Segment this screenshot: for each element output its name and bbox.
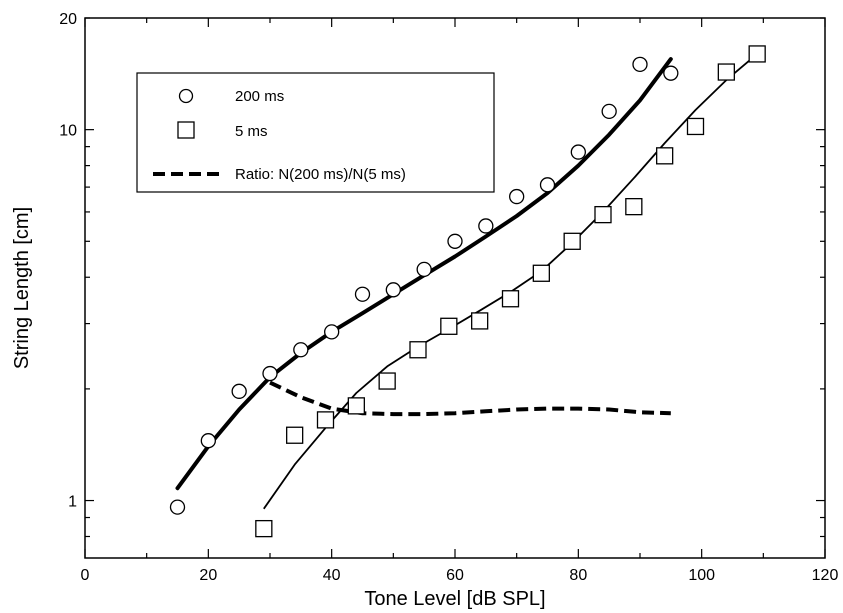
x-tick-label: 60	[446, 567, 464, 584]
point-200ms	[632, 56, 648, 72]
x-tick-label: 120	[812, 567, 839, 584]
x-tick-label: 100	[688, 567, 715, 584]
legend-label-5ms: 5 ms	[235, 123, 268, 140]
point-5ms	[748, 45, 766, 63]
point-5ms	[316, 411, 335, 429]
point-200ms	[354, 286, 371, 302]
point-200ms	[570, 144, 586, 160]
x-tick-label: 20	[199, 567, 217, 584]
point-5ms	[532, 264, 550, 282]
point-5ms	[686, 117, 705, 136]
point-200ms	[262, 365, 278, 382]
data-markers	[169, 45, 766, 538]
tick-labels: 0 20 40 60 80 100 120 1 10 20	[59, 11, 838, 584]
legend-label-ratio: Ratio: N(200 ms)/N(5 ms)	[235, 166, 406, 183]
point-5ms	[625, 198, 643, 216]
x-axis-title: Tone Level [dB SPL]	[364, 588, 545, 610]
x-tick-label: 40	[323, 567, 341, 584]
point-200ms	[663, 65, 679, 81]
point-200ms	[416, 261, 432, 278]
point-5ms	[440, 317, 458, 335]
y-axis-title: String Length [cm]	[11, 207, 33, 369]
y-tick-label: 1	[68, 494, 77, 511]
point-200ms	[601, 103, 617, 120]
point-5ms	[656, 147, 674, 165]
point-5ms	[347, 397, 365, 415]
legend-circle-marker	[178, 88, 194, 104]
point-200ms	[478, 218, 494, 234]
point-200ms	[169, 499, 186, 515]
point-5ms	[563, 232, 581, 250]
x-tick-label: 0	[81, 567, 90, 584]
point-200ms	[539, 177, 556, 193]
legend: 200 ms 5 ms Ratio: N(200 ms)/N(5 ms)	[136, 72, 495, 193]
point-200ms	[447, 233, 463, 249]
legend-square-marker	[177, 121, 195, 139]
point-5ms	[255, 519, 273, 538]
ratio-dashed-line	[269, 380, 671, 417]
point-200ms	[509, 188, 525, 205]
legend-label-200ms: 200 ms	[235, 88, 284, 105]
point-5ms	[286, 426, 304, 444]
point-200ms	[200, 433, 216, 449]
point-5ms	[378, 372, 396, 390]
point-5ms	[471, 312, 489, 330]
point-5ms	[501, 290, 520, 308]
x-tick-label: 80	[569, 567, 587, 584]
y-tick-label: 10	[59, 123, 77, 140]
point-200ms	[324, 324, 340, 340]
point-5ms	[594, 205, 612, 224]
point-5ms	[409, 341, 427, 359]
axis-ticks	[84, 17, 826, 558]
point-200ms	[231, 383, 247, 399]
point-200ms	[293, 342, 309, 358]
point-200ms	[385, 282, 401, 298]
y-tick-label: 20	[59, 11, 77, 28]
point-5ms	[717, 63, 735, 81]
